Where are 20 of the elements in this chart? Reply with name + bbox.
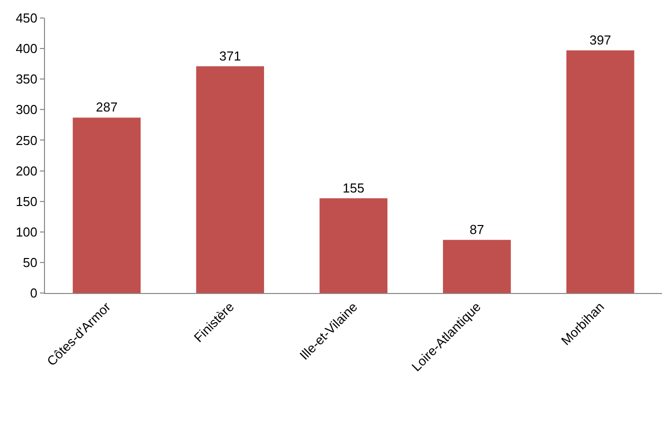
y-tick-label: 400 [16, 41, 38, 56]
y-tick-label: 100 [16, 224, 38, 240]
y-tick-label: 450 [16, 10, 38, 26]
data-label: 397 [589, 32, 612, 48]
data-label: 371 [219, 48, 241, 64]
bar [196, 66, 264, 293]
data-label: 87 [470, 222, 484, 237]
data-label: 155 [342, 180, 364, 196]
bar [442, 240, 511, 293]
data-label: 287 [96, 100, 118, 115]
y-tick-label: 300 [16, 102, 38, 118]
y-tick-label: 0 [30, 286, 38, 301]
y-tick-label: 350 [16, 72, 38, 87]
bar [320, 198, 388, 293]
bar [72, 118, 141, 293]
bar [566, 50, 634, 293]
y-tick-label: 200 [16, 163, 38, 178]
y-tick-label: 250 [16, 132, 38, 148]
y-tick-label: 50 [22, 254, 38, 270]
y-tick-label: 150 [16, 194, 38, 209]
